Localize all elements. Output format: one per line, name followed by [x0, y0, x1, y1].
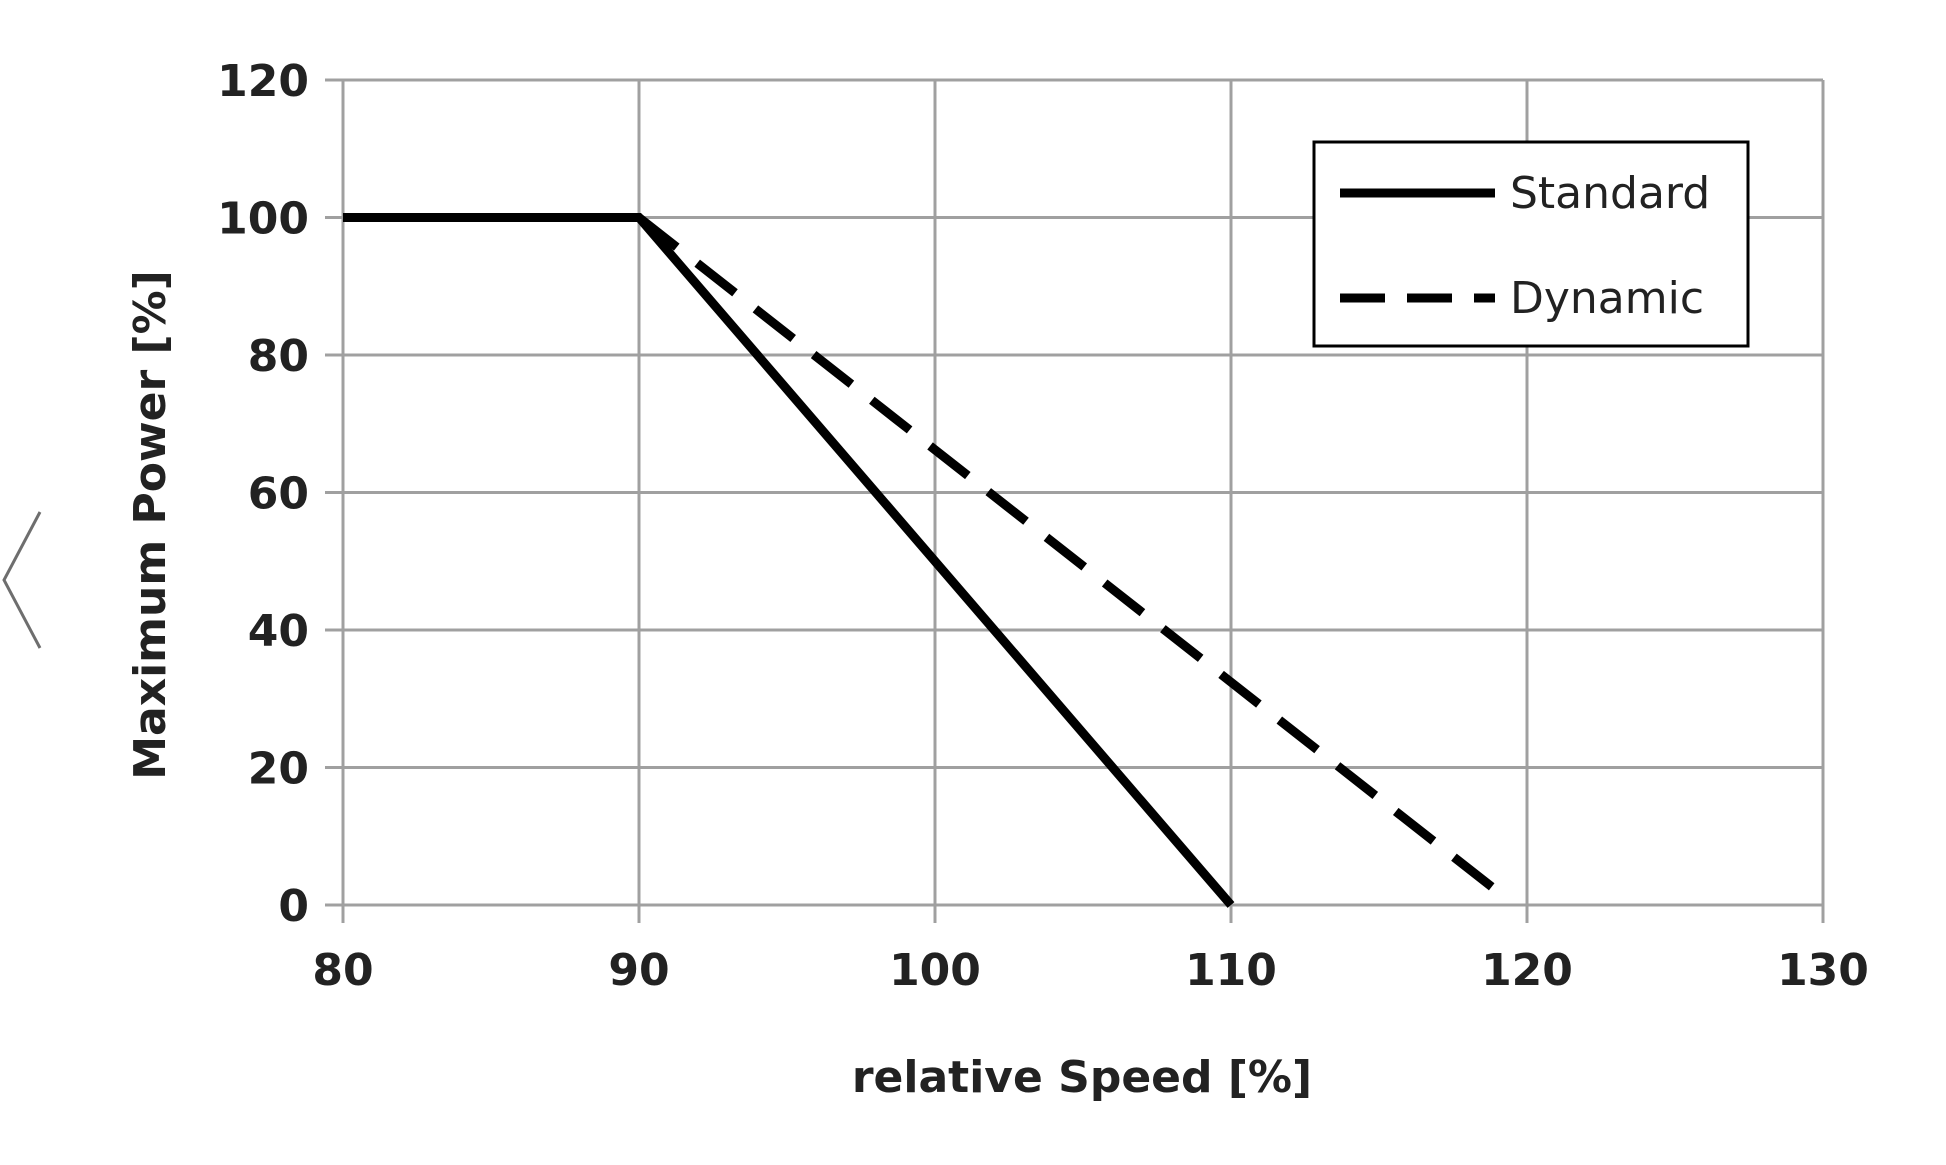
legend-box [1312, 140, 1750, 348]
x-tick-label: 100 [889, 945, 981, 996]
y-tick-label: 80 [248, 331, 309, 382]
y-axis-title: Maximum Power [%] [125, 270, 176, 780]
x-tick-label: 130 [1777, 945, 1869, 996]
y-axis-ticks: 0 20 40 60 80 100 120 [217, 56, 309, 932]
chevron-left-icon[interactable] [0, 510, 44, 650]
y-tick-label: 60 [248, 469, 309, 520]
series-line-dynamic [343, 213, 1501, 895]
y-tick-label: 20 [248, 744, 309, 795]
y-tick-label: 120 [217, 56, 309, 107]
y-tick-label: 100 [217, 194, 309, 245]
series [343, 213, 1501, 908]
x-axis-title: relative Speed [%] [852, 1052, 1312, 1103]
legend: Standard Dynamic [1312, 140, 1750, 348]
x-tick-label: 90 [608, 945, 669, 996]
legend-label-standard: Standard [1510, 168, 1710, 219]
legend-label-dynamic: Dynamic [1510, 273, 1704, 324]
x-tick-label: 120 [1481, 945, 1573, 996]
x-tick-label: 110 [1185, 945, 1277, 996]
y-tick-label: 40 [248, 606, 309, 657]
series-line-standard [343, 213, 1235, 908]
x-tick-label: 80 [312, 945, 373, 996]
x-axis-ticks: 80 90 100 110 120 130 [312, 945, 1869, 996]
y-tick-label: 0 [278, 881, 309, 932]
